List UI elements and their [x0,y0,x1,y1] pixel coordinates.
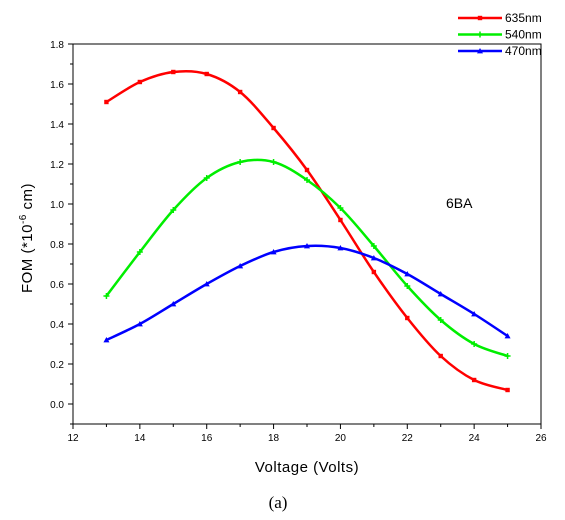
series-markers [103,69,511,393]
data-point [104,99,109,105]
y-tick-label: 0.4 [50,320,64,331]
data-point [204,71,209,77]
data-point [237,89,243,95]
series-lines [105,69,509,392]
data-point [136,249,143,255]
legend-marker [477,31,483,38]
y-tick-label: 1.2 [50,160,64,171]
figure-caption: (a) [269,493,288,512]
data-point [438,353,443,359]
data-point [203,281,210,287]
x-tick-label: 18 [268,433,280,444]
y-axis-title: FOM (*10-6 cm) [18,183,36,293]
data-point [271,125,276,131]
y-tick-label: 0.8 [50,240,64,251]
data-point [237,263,244,269]
legend-marker [477,15,483,21]
series-line-1 [105,158,509,358]
y-tick-label: 1.8 [50,40,64,51]
y-tick-label: 1.4 [50,120,64,131]
data-point [371,269,377,275]
data-point [304,177,310,183]
data-point [437,291,444,297]
y-axis-ticks: 0.0 0.2 0.4 0.6 0.8 1.0 1.2 1.4 1.6 1.8 [50,40,73,425]
y-tick-label: 0.0 [50,400,64,411]
data-point [404,283,411,289]
x-axis-ticks: 12 14 16 18 20 22 24 26 [67,424,547,444]
x-tick-label: 22 [402,433,414,444]
data-point [203,175,210,181]
legend-label: 635nm [505,11,542,25]
x-tick-label: 26 [535,433,547,444]
data-point [170,207,177,213]
y-tick-label: 0.6 [50,280,64,291]
data-point [471,311,478,317]
data-point [304,167,310,173]
data-point [237,159,244,165]
x-tick-label: 16 [201,433,213,444]
x-tick-label: 12 [67,433,79,444]
y-axis-title-exponent: -6 [18,214,29,224]
data-point [304,243,310,249]
x-tick-label: 14 [134,433,146,444]
legend-label: 540nm [505,28,542,42]
x-tick-label: 20 [335,433,347,444]
y-tick-label: 1.6 [50,80,64,91]
y-axis-title-main: FOM (*10 [19,224,36,293]
y-tick-label: 1.0 [50,200,64,211]
x-tick-label: 24 [469,433,481,444]
data-point [404,271,411,277]
sample-annotation: 6BA [446,195,473,211]
data-point [471,341,478,347]
data-point [270,159,277,165]
plot-frame [72,43,542,425]
data-point [504,333,511,339]
series-line-0 [105,69,509,392]
legend-label: 470nm [505,44,542,58]
data-point [437,317,444,323]
data-point [103,293,110,299]
legend-marker [477,48,483,54]
data-point [504,353,511,359]
data-point [471,377,477,383]
data-point [170,301,177,307]
y-axis-title-unit: cm) [19,183,36,214]
data-point [136,321,143,327]
y-tick-label: 0.2 [50,360,64,371]
data-point [505,387,510,393]
x-axis-title: Voltage (Volts) [255,459,359,476]
data-point [405,315,410,321]
legend: 635nm 540nm 470nm [458,11,542,58]
data-point [370,255,377,261]
data-point [370,243,377,249]
data-point [270,249,277,255]
data-point [338,217,343,223]
data-point [337,245,344,251]
data-point [103,337,110,343]
data-point [171,69,176,75]
data-point [337,205,344,211]
data-point [137,79,143,85]
